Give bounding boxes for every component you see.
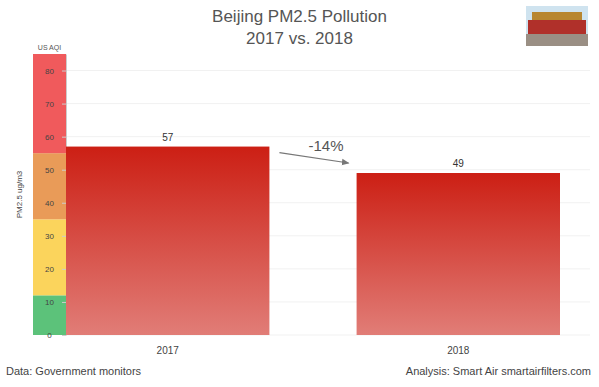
y-axis: 0 10 20 30 40 50 60 70 80 — [45, 55, 66, 341]
y-tick: 20 — [45, 265, 66, 274]
bars — [66, 147, 560, 335]
data-label: 57 — [162, 132, 174, 143]
x-axis: 2017 2018 — [157, 335, 470, 356]
aqi-segment — [33, 219, 66, 295]
bar — [357, 173, 560, 335]
y-tick-label: 80 — [45, 67, 54, 76]
aqi-label: US AQI — [38, 44, 61, 52]
grid — [66, 71, 590, 335]
y-tick-label: 10 — [45, 298, 54, 307]
y-tick: 80 — [45, 67, 66, 76]
y-tick-mark — [62, 236, 66, 237]
y-tick-mark — [62, 137, 66, 138]
x-tick-label: 2018 — [447, 345, 470, 356]
y-tick: 30 — [45, 232, 66, 241]
annotation: -14% — [308, 137, 343, 154]
y-tick-label: 70 — [45, 100, 54, 109]
aqi-segment — [33, 153, 66, 219]
y-tick-mark — [62, 269, 66, 270]
chart: Beijing PM2.5 Pollution 2017 vs. 2018 US A… — [0, 0, 599, 387]
y-tick: 0 — [47, 331, 66, 340]
x-tick: 2017 — [157, 335, 180, 356]
y-tick-mark — [62, 335, 66, 336]
credit: Analysis: Smart Air smartairfilters.com — [406, 365, 591, 377]
y-tick-mark — [62, 302, 66, 303]
y-tick-mark — [62, 170, 66, 171]
y-tick: 50 — [45, 166, 66, 175]
y-tick: 40 — [45, 199, 66, 208]
y-tick-mark — [62, 203, 66, 204]
aqi-segment — [33, 54, 66, 153]
y-tick-label: 20 — [45, 265, 54, 274]
bar — [66, 147, 269, 335]
y-tick-label: 40 — [45, 199, 54, 208]
annotation-arrow — [279, 153, 348, 163]
y-tick-label: 50 — [45, 166, 54, 175]
title: Beijing PM2.5 Pollution — [212, 7, 387, 26]
grid-line — [66, 70, 590, 71]
icon — [526, 6, 588, 46]
x-tick: 2018 — [447, 335, 470, 356]
y-tick: 10 — [45, 298, 66, 307]
y-tick-label: 60 — [45, 133, 54, 142]
y-tick-mark — [62, 104, 66, 105]
aqi-band — [33, 54, 66, 335]
icon-sky — [526, 6, 588, 46]
subtitle: 2017 vs. 2018 — [246, 29, 353, 48]
icon-wall — [528, 20, 586, 34]
grid-line — [66, 103, 590, 104]
y-tick-label: 0 — [47, 331, 52, 340]
y-tick: 60 — [45, 133, 66, 142]
y-tick-label: 30 — [45, 232, 54, 241]
x-tick-label: 2017 — [157, 345, 180, 356]
y-tick-mark — [62, 71, 66, 72]
data-label: 49 — [453, 158, 465, 169]
source: Data: Government monitors — [6, 365, 142, 377]
aqi-segment — [33, 295, 66, 335]
icon-roof — [532, 12, 582, 20]
y-axis-title: PM2.5 ug/m3 — [15, 170, 24, 218]
y-tick: 70 — [45, 100, 66, 109]
icon-ground — [526, 34, 588, 46]
